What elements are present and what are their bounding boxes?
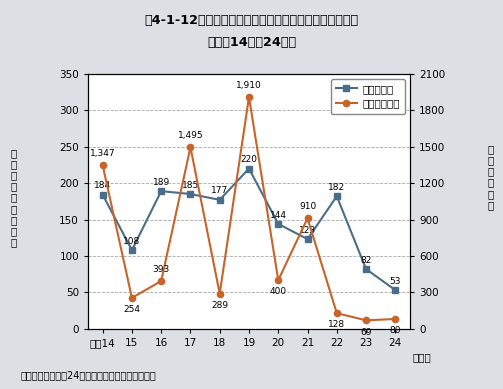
Text: 182: 182 bbox=[328, 183, 346, 192]
被害届出人数 bbox=[158, 279, 164, 283]
Text: 被
害
届
出
人
数: 被 害 届 出 人 数 bbox=[487, 144, 493, 210]
Text: 144: 144 bbox=[270, 210, 287, 219]
発令延日数 bbox=[246, 166, 252, 171]
被害届出人数 bbox=[129, 296, 135, 300]
被害届出人数 bbox=[100, 163, 106, 168]
被害届出人数 bbox=[392, 317, 398, 321]
Text: 注
意
報
等
発
令
延
日
数: 注 意 報 等 発 令 延 日 数 bbox=[11, 148, 17, 247]
Text: 185: 185 bbox=[182, 180, 199, 190]
Text: 189: 189 bbox=[152, 178, 170, 187]
Text: 80: 80 bbox=[389, 326, 401, 335]
被害届出人数 bbox=[188, 145, 194, 150]
Text: 82: 82 bbox=[360, 256, 372, 265]
発令延日数 bbox=[334, 194, 340, 198]
Text: 184: 184 bbox=[94, 181, 111, 190]
Text: 393: 393 bbox=[152, 265, 170, 274]
発令延日数 bbox=[129, 248, 135, 252]
Text: （平成14年～24年）: （平成14年～24年） bbox=[207, 36, 296, 49]
Line: 被害届出人数: 被害届出人数 bbox=[100, 94, 398, 324]
発令延日数 bbox=[188, 192, 194, 196]
Text: 1,347: 1,347 bbox=[90, 149, 116, 158]
Text: 254: 254 bbox=[123, 305, 140, 314]
Text: 910: 910 bbox=[299, 202, 316, 211]
発令延日数 bbox=[275, 222, 281, 226]
被害届出人数 bbox=[334, 311, 340, 315]
Text: 177: 177 bbox=[211, 186, 228, 196]
被害届出人数 bbox=[275, 278, 281, 282]
被害届出人数 bbox=[304, 216, 310, 221]
被害届出人数 bbox=[217, 291, 223, 296]
Text: 289: 289 bbox=[211, 301, 228, 310]
Text: 資料：環境省「年24年光化学大気汚染関係資料」: 資料：環境省「年24年光化学大気汚染関係資料」 bbox=[20, 370, 156, 380]
Text: 108: 108 bbox=[123, 237, 140, 246]
Text: 123: 123 bbox=[299, 226, 316, 235]
発令延日数 bbox=[100, 193, 106, 197]
Text: 53: 53 bbox=[389, 277, 401, 286]
発令延日数 bbox=[158, 189, 164, 193]
発令延日数 bbox=[392, 288, 398, 293]
発令延日数 bbox=[217, 198, 223, 202]
Text: 400: 400 bbox=[270, 287, 287, 296]
Text: 1,910: 1,910 bbox=[236, 81, 262, 90]
被害届出人数 bbox=[363, 318, 369, 322]
Legend: 発令延日数, 被害届出人数: 発令延日数, 被害届出人数 bbox=[331, 79, 405, 114]
Text: （年）: （年） bbox=[413, 352, 432, 362]
Text: 128: 128 bbox=[328, 321, 346, 329]
発令延日数 bbox=[304, 237, 310, 242]
Line: 発令延日数: 発令延日数 bbox=[100, 165, 398, 293]
被害届出人数 bbox=[246, 95, 252, 99]
Text: 220: 220 bbox=[240, 155, 258, 164]
Text: 围4-1-12　注意報等発令延べ日数、被害届出人数の推移: 围4-1-12 注意報等発令延べ日数、被害届出人数の推移 bbox=[144, 14, 359, 26]
Text: 69: 69 bbox=[360, 328, 372, 336]
Text: 1,495: 1,495 bbox=[178, 131, 203, 140]
発令延日数 bbox=[363, 267, 369, 272]
